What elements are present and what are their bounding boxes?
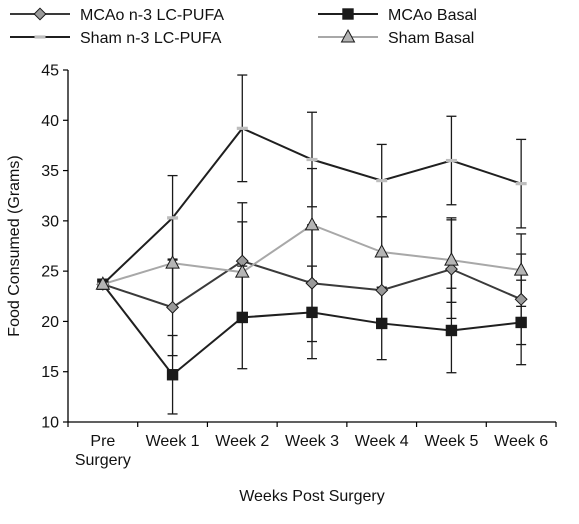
data-point (166, 300, 180, 314)
data-point (304, 216, 320, 231)
y-tick-label: 10 (41, 415, 59, 432)
data-point (234, 264, 250, 278)
legend-marker (33, 7, 47, 21)
x-tick-label-line: Week 2 (215, 433, 269, 450)
data-point (236, 311, 248, 324)
data-point (444, 262, 458, 276)
y-tick-label: 30 (41, 213, 59, 230)
data-point (375, 283, 389, 297)
tick-marks (63, 69, 557, 427)
data-point (515, 316, 527, 329)
legend-item: Sham Basal (318, 28, 474, 47)
x-tick-label-line: Surgery (75, 452, 131, 469)
axes (67, 70, 556, 423)
x-tick-label-line: Week 3 (285, 433, 339, 450)
x-tick-label: Week 3 (285, 433, 339, 450)
legend-marker (34, 35, 46, 39)
x-tick-label: Week 1 (146, 433, 200, 450)
data-point (445, 324, 458, 337)
data-point (515, 182, 527, 186)
error-bars (167, 74, 527, 415)
x-tick-label: Pre Surgery (75, 433, 131, 469)
data-point (165, 255, 180, 269)
legend-item: MCAo n-3 LC-PUFA (10, 7, 224, 24)
y-tick-label: 35 (41, 163, 59, 180)
data-point (166, 369, 179, 381)
data-point (376, 317, 388, 330)
legend-marker (342, 8, 354, 20)
data-point (376, 179, 388, 183)
data-point (167, 216, 179, 220)
data-point (306, 306, 318, 319)
x-tick-label: Week 2 (215, 433, 269, 450)
series-markers (95, 126, 529, 381)
y-tick-label: 40 (41, 113, 59, 130)
legend-label: MCAo n-3 LC-PUFA (80, 7, 224, 24)
data-point (513, 262, 529, 276)
y-tick-label: 25 (41, 264, 59, 281)
x-tick-label-line: Week 5 (424, 433, 478, 450)
legend-label: MCAo Basal (388, 7, 477, 24)
legend-item: Sham n-3 LC-PUFA (10, 30, 222, 47)
data-point (236, 126, 248, 130)
x-axis-title: Weeks Post Surgery (239, 488, 385, 505)
legend-item: MCAo Basal (318, 7, 477, 24)
data-point (306, 157, 318, 162)
x-tick-label: Week 4 (355, 433, 409, 450)
x-tick-label: Week 6 (494, 433, 548, 450)
data-point (444, 252, 459, 266)
x-tick-label: Week 5 (424, 433, 478, 450)
x-tick-label-line: Pre (90, 433, 115, 450)
y-axis-title: Food Consumed (Grams) (6, 155, 23, 336)
legend-label: Sham n-3 LC-PUFA (80, 30, 222, 47)
y-tick-label: 20 (41, 314, 59, 331)
tick-labels: 10 15 20 25 30 35 40 45 Pre Surgery Week 1 Week 2 We… (41, 63, 548, 470)
legend-label: Sham Basal (388, 30, 474, 47)
data-point (305, 276, 319, 290)
y-tick-label: 15 (41, 364, 59, 381)
x-tick-label-line: Week 6 (494, 433, 548, 450)
legend: MCAo n-3 LC-PUFA MCAo Basal Sham n-3 LC-PU… (10, 7, 477, 47)
data-point (445, 158, 457, 163)
x-tick-label-line: Week 1 (146, 433, 200, 450)
data-point (95, 276, 111, 290)
x-tick-label-line: Week 4 (355, 433, 409, 450)
y-tick-label: 45 (41, 63, 59, 80)
legend-marker (340, 28, 356, 43)
data-point (514, 292, 528, 306)
data-point (374, 243, 390, 258)
